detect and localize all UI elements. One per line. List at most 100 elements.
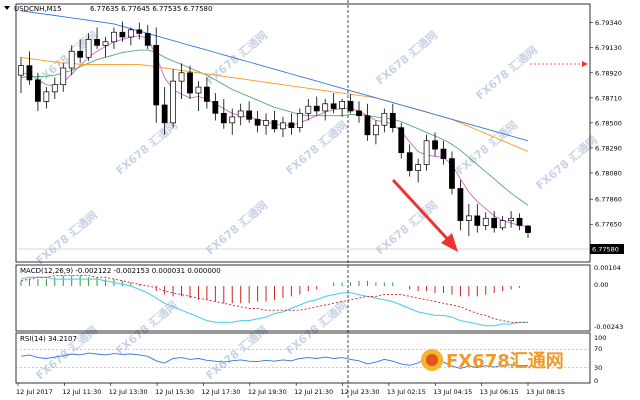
candle-body <box>111 31 117 43</box>
rsi-tick-70: 70 <box>594 345 602 353</box>
time-tick-label: 13 Jul 02:15 <box>387 388 426 396</box>
rsi-tick-30: 30 <box>594 364 602 372</box>
macd-tick-bottom: -0.00243 <box>594 323 623 331</box>
candle-body <box>254 118 261 126</box>
candle-body <box>212 101 219 114</box>
candle-body <box>136 29 143 34</box>
candle-body <box>465 215 472 221</box>
candle <box>60 63 67 92</box>
macd-main-line <box>20 276 528 327</box>
candle <box>482 212 489 231</box>
candle <box>77 39 84 64</box>
price-tick-label: 6.77650 <box>595 221 622 229</box>
candle <box>51 77 58 100</box>
trend-arrow-shaft <box>391 178 454 246</box>
candle <box>246 101 253 123</box>
candle <box>18 57 24 94</box>
candle-body <box>457 188 464 221</box>
candle <box>499 215 506 231</box>
candle <box>288 113 295 135</box>
candle <box>516 213 523 231</box>
candle <box>440 140 447 165</box>
candle-body <box>153 45 160 106</box>
candle <box>111 27 117 49</box>
candle <box>373 120 379 145</box>
time-tick-label: 12 Jul 11:30 <box>62 388 101 396</box>
candle-body <box>449 158 455 189</box>
ohlc-readout: 6.77635 6.77645 6.77535 6.77580 <box>90 5 212 13</box>
candle-body <box>356 110 362 117</box>
candle-body <box>127 29 134 38</box>
candle-body <box>474 215 481 226</box>
title-dropdown-icon[interactable] <box>4 6 10 10</box>
candle <box>178 63 185 100</box>
candle-body <box>364 115 371 136</box>
rsi-tick-0: 0 <box>594 377 598 385</box>
candle <box>474 203 481 233</box>
candle-body <box>94 39 100 46</box>
candle-body <box>339 101 345 109</box>
price-tick-label: 6.77860 <box>595 196 622 204</box>
candle <box>68 45 75 76</box>
candle <box>313 96 320 116</box>
time-tick-label: 12 Jul 23:30 <box>341 388 380 396</box>
candle-body <box>237 110 244 118</box>
price-tick-label: 6.79130 <box>595 44 622 52</box>
candle <box>254 110 261 133</box>
candle <box>432 132 438 157</box>
candle-body <box>246 110 253 120</box>
time-tick-label: 13 Jul 06:15 <box>480 388 519 396</box>
candle-body <box>491 217 498 229</box>
candle <box>465 203 472 237</box>
candle <box>525 224 531 238</box>
candle <box>296 108 303 133</box>
candle-body <box>119 31 126 38</box>
candle-body <box>18 65 24 76</box>
price-tick-label: 6.78080 <box>595 169 622 177</box>
price-tick-label: 6.78920 <box>595 69 622 77</box>
candle-body <box>229 116 236 124</box>
candle <box>220 99 227 129</box>
candle-body <box>415 164 422 171</box>
fx678-logo-core-icon <box>426 354 438 366</box>
candle-body <box>440 148 447 159</box>
candle <box>153 27 160 123</box>
candle <box>94 27 100 49</box>
candle <box>491 211 498 233</box>
time-axis: 12 Jul 2017 12 Jul 11:30 12 Jul 13:30 12 Ju… <box>16 383 565 396</box>
time-tick-label: 12 Jul 13:30 <box>109 388 148 396</box>
candle <box>305 99 312 121</box>
candle-body <box>144 33 151 46</box>
candle <box>212 93 219 121</box>
candle-body <box>161 104 168 124</box>
candle-body <box>195 86 202 94</box>
candle-body <box>102 41 109 46</box>
time-tick-label: 12 Jul 19:30 <box>248 388 287 396</box>
macd-lines <box>20 275 528 327</box>
price-marker-arrow-icon <box>582 61 588 67</box>
candle-body <box>60 67 67 86</box>
candle-body <box>43 91 50 102</box>
candle-body <box>220 112 227 124</box>
candle-body <box>263 120 269 126</box>
candle <box>229 108 236 135</box>
candle-body <box>271 120 278 130</box>
candle <box>144 25 151 49</box>
candle-body <box>499 220 506 229</box>
candle-body <box>68 50 75 69</box>
candle-body <box>280 122 286 130</box>
candle <box>43 87 50 109</box>
candle <box>457 180 464 231</box>
candle <box>85 33 92 61</box>
current-price-badge <box>590 244 624 254</box>
moving-average-line <box>20 49 529 206</box>
time-tick-label: 12 Jul 17:30 <box>201 388 240 396</box>
candle-body <box>26 65 33 81</box>
candle <box>364 103 371 141</box>
candle-body <box>516 217 523 226</box>
time-tick-label: 12 Jul 21:30 <box>294 388 333 396</box>
candle <box>35 72 41 111</box>
candle-body <box>313 105 320 112</box>
candle-body <box>51 84 58 93</box>
